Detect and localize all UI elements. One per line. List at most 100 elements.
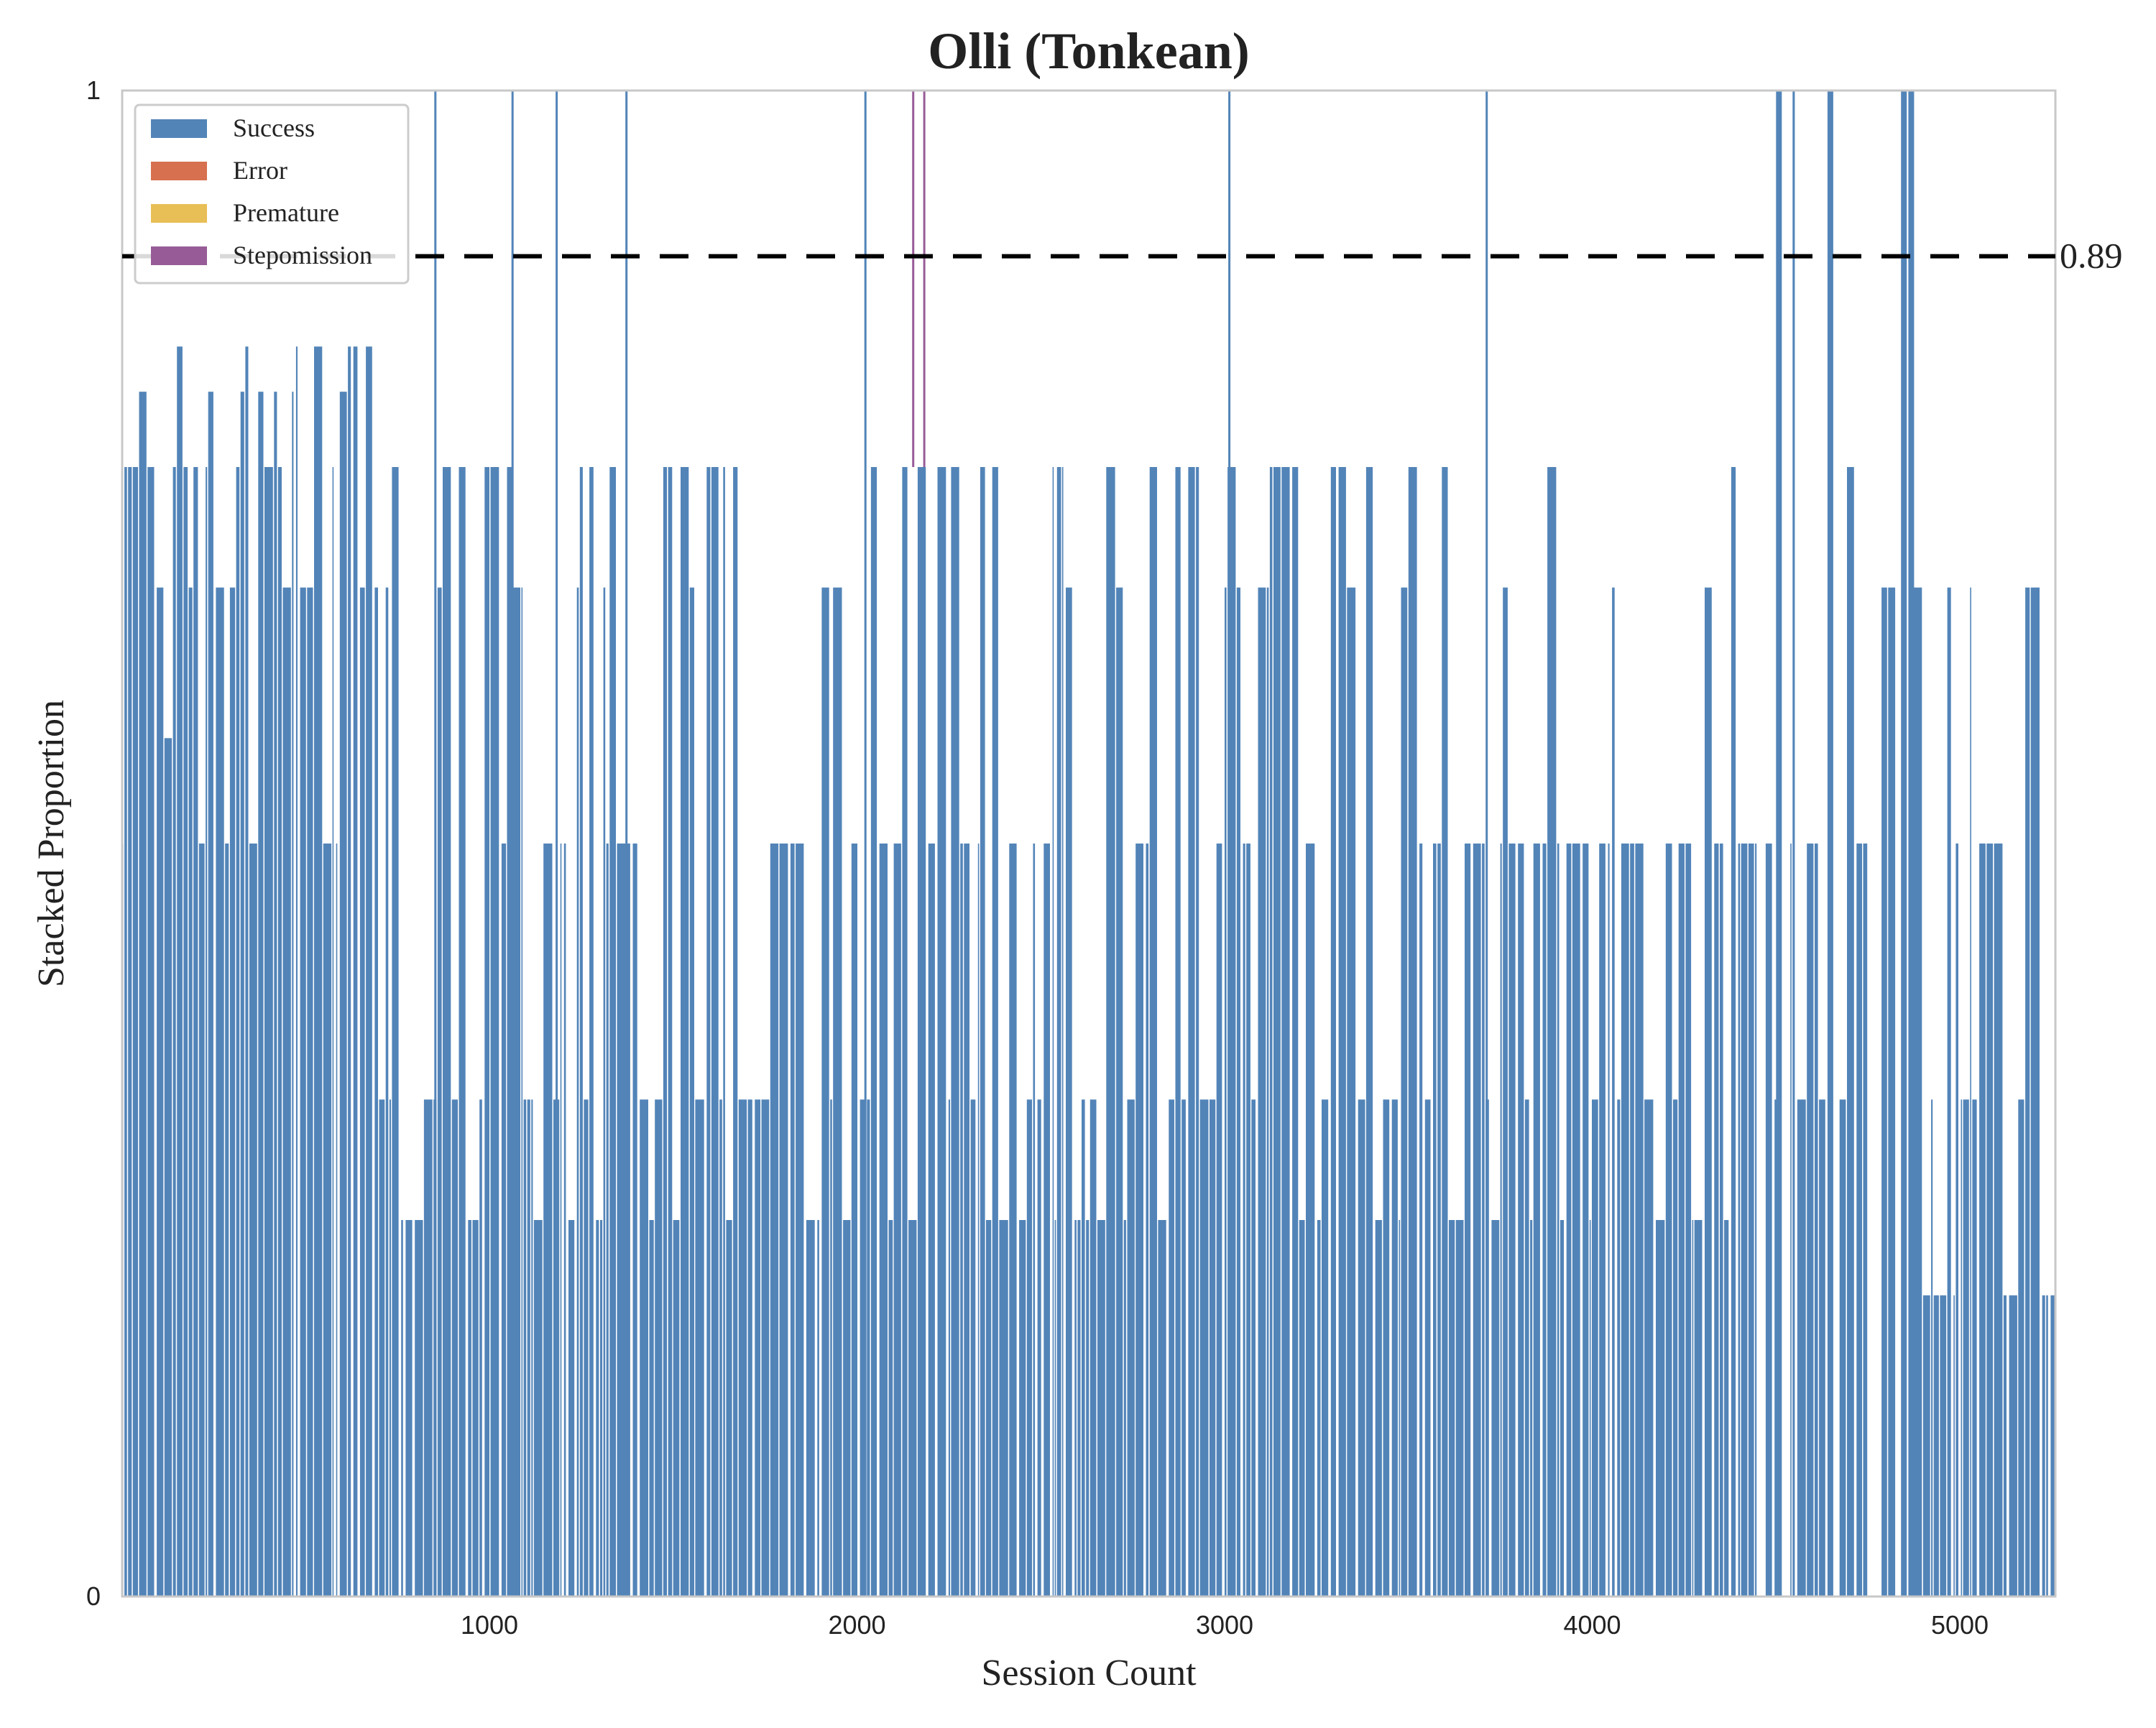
- success-bar: [1774, 1099, 1777, 1597]
- y-tick-label: 0: [86, 1581, 101, 1611]
- success-bar: [1077, 1220, 1081, 1597]
- success-bar: [1972, 1099, 1977, 1597]
- success-spike: [1908, 91, 1915, 1597]
- success-bar: [2009, 1295, 2017, 1597]
- success-bar: [821, 587, 829, 1597]
- success-bar: [902, 467, 908, 1597]
- success-bar: [359, 587, 365, 1597]
- success-bar: [1572, 844, 1580, 1597]
- success-bar: [770, 844, 779, 1597]
- success-bar: [353, 346, 358, 1597]
- success-bar: [451, 1099, 458, 1597]
- legend: Success Error Premature Stepomission: [134, 103, 410, 285]
- success-bar: [336, 844, 338, 1597]
- success-bar: [1383, 1099, 1390, 1597]
- success-bar: [459, 467, 466, 1597]
- success-bar: [157, 587, 164, 1597]
- success-bar: [1922, 1295, 1930, 1597]
- success-bar: [1269, 467, 1273, 1597]
- success-bar: [867, 1099, 870, 1597]
- success-bar: [1358, 1099, 1365, 1597]
- success-bar: [501, 844, 507, 1597]
- success-bar: [1815, 844, 1818, 1597]
- success-bar: [1227, 467, 1236, 1597]
- success-bar: [245, 346, 249, 1597]
- success-bar: [1437, 844, 1441, 1597]
- success-bar: [258, 392, 264, 1597]
- success-bar: [1424, 1099, 1431, 1597]
- success-bar: [948, 1099, 950, 1597]
- x-tick-label: 3000: [1196, 1610, 1253, 1640]
- success-bar: [437, 587, 442, 1597]
- success-bar: [1158, 1220, 1166, 1597]
- success-bar: [970, 1099, 976, 1597]
- success-bar: [1401, 587, 1408, 1597]
- success-bar: [1630, 844, 1634, 1597]
- success-bar: [1322, 1099, 1329, 1597]
- success-bar: [1281, 467, 1290, 1597]
- success-bar: [472, 1220, 479, 1597]
- success-bar: [1292, 467, 1299, 1597]
- success-bar: [405, 1220, 413, 1597]
- success-bar: [484, 467, 489, 1597]
- success-bar: [1970, 587, 1971, 1597]
- success-bar: [1196, 467, 1199, 1597]
- success-bar: [1547, 467, 1557, 1597]
- success-spike: [625, 91, 628, 1597]
- success-bar: [779, 844, 788, 1597]
- success-bar: [589, 467, 594, 1597]
- success-bar: [282, 587, 291, 1597]
- success-bar: [1056, 467, 1061, 1597]
- success-bar: [1317, 1220, 1321, 1597]
- success-bar: [796, 844, 804, 1597]
- success-bar: [198, 844, 205, 1597]
- success-bar: [1933, 1295, 1939, 1597]
- success-bar: [980, 467, 985, 1597]
- success-bar: [992, 467, 998, 1597]
- success-bar: [960, 844, 963, 1597]
- success-bar: [1465, 844, 1471, 1597]
- success-bar: [1963, 1099, 1969, 1597]
- success-bar: [1566, 844, 1572, 1597]
- success-bar: [1913, 587, 1922, 1597]
- success-bar: [1961, 1099, 1963, 1597]
- success-bar: [893, 844, 901, 1597]
- success-bar: [1755, 844, 1757, 1597]
- success-bar: [225, 844, 229, 1597]
- success-bar: [568, 1220, 575, 1597]
- success-bar: [1542, 844, 1547, 1597]
- success-bar: [663, 467, 667, 1597]
- success-bar: [888, 1220, 893, 1597]
- success-bar: [790, 844, 795, 1597]
- success-bar: [1524, 1099, 1529, 1597]
- success-bar: [1054, 1220, 1056, 1597]
- success-bar: [1033, 844, 1036, 1597]
- success-bar: [348, 346, 351, 1597]
- success-bar: [1089, 1099, 1097, 1597]
- success-bar: [1074, 1220, 1077, 1597]
- success-bar: [527, 1099, 530, 1597]
- success-bar: [307, 587, 313, 1597]
- x-tick-label: 4000: [1563, 1610, 1621, 1640]
- success-bar: [627, 844, 630, 1597]
- success-bar: [264, 467, 273, 1597]
- success-bar: [1052, 467, 1054, 1597]
- success-bar: [1621, 844, 1629, 1597]
- success-bar: [738, 1099, 747, 1597]
- success-bar: [183, 467, 188, 1597]
- success-bar: [761, 1099, 770, 1597]
- success-bar: [1399, 1220, 1401, 1597]
- success-bar: [523, 1099, 527, 1597]
- legend-swatch: [151, 204, 207, 223]
- success-bar: [274, 392, 277, 1597]
- success-bar: [1082, 1099, 1085, 1597]
- success-bar: [833, 587, 842, 1597]
- success-bar: [1500, 844, 1502, 1597]
- success-bar: [1678, 844, 1685, 1597]
- success-bar: [1086, 1220, 1089, 1597]
- success-bar: [332, 467, 334, 1597]
- success-bar: [1061, 467, 1064, 1597]
- success-bar: [1665, 844, 1672, 1597]
- stepomission-bar: [923, 91, 926, 467]
